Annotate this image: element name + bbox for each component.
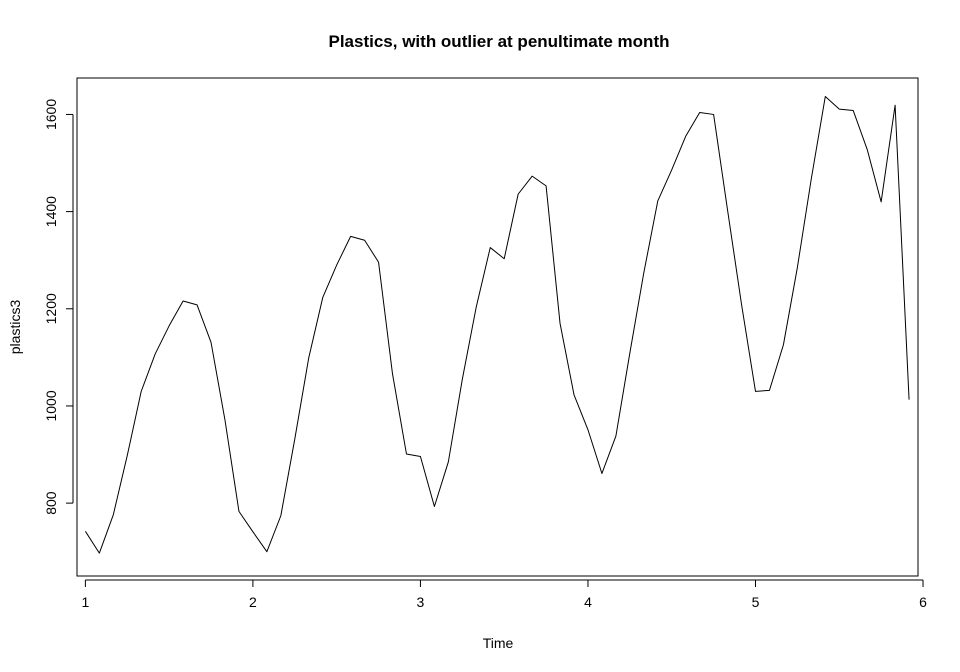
- series-layer: [84, 95, 910, 554]
- x-tick-label: 5: [752, 594, 760, 610]
- x-tick-label: 4: [584, 594, 592, 610]
- y-tick-label: 1200: [43, 293, 59, 324]
- y-tick-label: 800: [43, 491, 59, 515]
- y-axis-label: plastics3: [7, 300, 23, 355]
- series-line: [84, 95, 910, 554]
- x-tick-label: 3: [417, 594, 425, 610]
- x-axis: 1 2 3 4 5 6: [81, 579, 927, 610]
- chart-title: Plastics, with outlier at penultimate mo…: [329, 32, 670, 51]
- y-tick-label: 1000: [43, 390, 59, 421]
- x-tick-label: 1: [81, 594, 89, 610]
- x-tick-label: 2: [249, 594, 257, 610]
- y-tick-label: 1400: [43, 196, 59, 227]
- y-tick-label: 1600: [43, 99, 59, 130]
- y-axis: 800 1000 1200 1400 1600: [43, 99, 74, 515]
- x-tick-label: 6: [919, 594, 927, 610]
- x-axis-label: Time: [483, 635, 514, 651]
- plot-frame: [76, 77, 919, 577]
